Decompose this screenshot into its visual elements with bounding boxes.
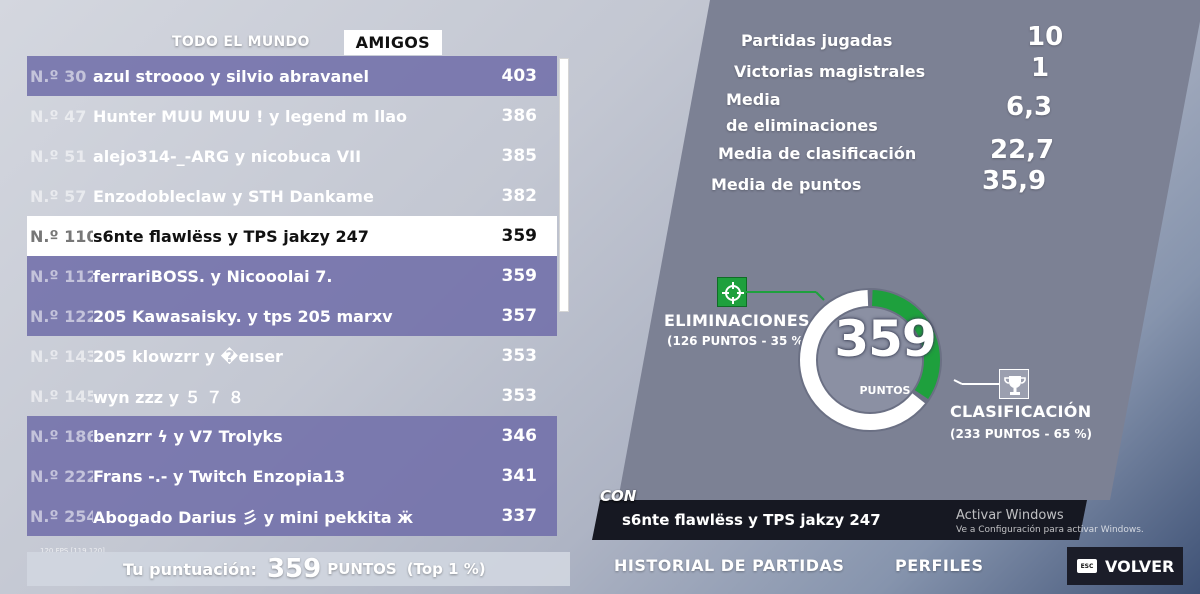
leaderboard-team-name: azul stroooo y silvio abravanel [93,66,370,86]
elims-title: ELIMINACIONES [664,311,810,330]
avg-placement-label: Media de clasificación [718,144,917,163]
leaderboard-team-name: alejo314-_-ARG y nicobuca VII [93,146,362,166]
your-score-unit: PUNTOS [327,560,397,578]
your-score-value: 359 [266,554,322,584]
leaderboard-list: N.º 30 azul stroooo y silvio abravanel 403… [27,56,557,552]
avg-elims-label-line2: de eliminaciones [726,116,878,135]
leaderboard-points: 403 [501,66,538,86]
leaderboard-points: 341 [501,466,538,486]
leaderboard-team-name: 205 klowzrr y �eıser [93,346,283,366]
leaderboard-rank: N.º 186 [30,426,93,446]
leaderboard-rank: N.º 112 [30,266,93,286]
avg-elims-label-line1: Media [726,90,781,109]
avg-placement-value: 22,7 [990,135,1055,165]
leaderboard-row[interactable]: N.º 122 205 Kawasaisky. y tps 205 marxv 35… [27,296,557,336]
your-score-bar: Tu puntuación: 359 PUNTOS (Top 1 %) [27,552,570,586]
leaderboard-team-name: ferrariBOSS. y Nicooolai 7. [93,266,333,286]
leaderboard-row[interactable]: N.º 254 Abogado Darius 彡 y mini pekkita ӝ… [27,496,557,536]
total-points-value: 359 [834,310,936,368]
team-prefix: CON [600,487,637,505]
placement-title: CLASIFICACIÓN [950,402,1092,421]
leaderboard-row[interactable]: N.º 145 wyn zzz y ５ ７ ８ 353 [27,376,557,416]
leaderboard-tabs: TODO EL MUNDO AMIGOS [160,28,442,56]
leaderboard-points: 382 [501,186,538,206]
placement-connector-line [953,379,1000,385]
leaderboard-points: 353 [501,386,538,406]
avg-points-value: 35,9 [982,166,1047,196]
leaderboard-rank: N.º 57 [30,186,87,206]
profiles-button[interactable]: PERFILES [895,556,984,575]
leaderboard-points: 385 [501,146,538,166]
leaderboard-rank: N.º 145 [30,386,93,406]
donut-segment-placement [800,290,940,430]
leaderboard-rank: N.º 254 [30,506,93,526]
your-score-top: (Top 1 %) [406,560,486,578]
leaderboard-points: 359 [501,226,538,246]
leaderboard-rank: N.º 222 [30,466,93,486]
match-history-button[interactable]: HISTORIAL DE PARTIDAS [614,556,845,575]
windows-activation-hint: Ve a Configuración para activar Windows. [956,525,1144,535]
leaderboard-row[interactable]: N.º 57 Enzodobleclaw y STH Dankame 382 [27,176,557,216]
wins-value: 1 [1031,53,1050,83]
leaderboard-rank: N.º 30 [30,66,87,86]
leaderboard-team-name: Enzodobleclaw y STH Dankame [93,186,374,206]
avg-points-label: Media de puntos [711,175,862,194]
fps-overlay: 120 FPS [119 120] [40,547,105,555]
tab-amigos[interactable]: AMIGOS [343,29,442,55]
leaderboard-row[interactable]: N.º 51 alejo314-_-ARG y nicobuca VII 385 [27,136,557,176]
matches-played-label: Partidas jugadas [741,31,893,50]
esc-key-icon: ESC [1077,559,1097,573]
total-points-label: PUNTOS [859,384,911,397]
donut-center [818,308,922,412]
points-donut-chart [798,288,942,432]
back-button[interactable]: ESC VOLVER [1067,547,1183,585]
leaderboard-row[interactable]: N.º 47 Hunter MUU MUU ! y legend m llao 38… [27,96,557,136]
leaderboard-row[interactable]: N.º 110 s6nte flawlëss y TPS jakzy 247 359 [27,216,557,256]
windows-activation-title: Activar Windows [956,508,1064,523]
leaderboard-rank: N.º 110 [30,226,93,246]
windows-activation-notice: Activar Windows Ve a Configuración para … [956,508,1144,535]
leaderboard-scrollbar[interactable] [559,58,569,312]
leaderboard-team-name: wyn zzz y ５ ７ ８ [93,388,244,407]
leaderboard-team-name: Frans -.- y Twitch Enzopia13 [93,466,346,486]
leaderboard-points: 337 [501,506,538,526]
leaderboard-rank: N.º 143 [30,346,93,366]
leaderboard-row[interactable]: N.º 143 205 klowzrr y �eıser 353 [27,336,557,376]
wins-label: Victorias magistrales [734,62,926,81]
leaderboard-team-name: Abogado Darius 彡 y mini pekkita ӝ [93,508,414,527]
leaderboard-points: 357 [501,306,538,326]
tab-todo-el-mundo[interactable]: TODO EL MUNDO [172,34,310,50]
elims-detail: (126 PUNTOS - 35 %) [667,334,810,348]
matches-played-value: 10 [1027,22,1064,52]
trophy-icon [999,369,1029,399]
elims-connector-line [746,291,825,301]
leaderboard-rank: N.º 122 [30,306,93,326]
leaderboard-row[interactable]: N.º 30 azul stroooo y silvio abravanel 403 [27,56,557,96]
leaderboard-row[interactable]: N.º 186 benzrr ϟ y V7 Trolyks 346 [27,416,557,456]
leaderboard-row[interactable]: N.º 112 ferrariBOSS. y Nicooolai 7. 359 [27,256,557,296]
leaderboard-rank: N.º 47 [30,106,87,126]
team-names: s6nte flawlëss y TPS jakzy 247 [622,511,881,529]
leaderboard-team-name: s6nte flawlëss y TPS jakzy 247 [93,226,369,246]
back-button-label: VOLVER [1105,556,1175,576]
your-score-label: Tu puntuación: [123,559,257,579]
leaderboard-points: 346 [501,426,538,446]
leaderboard-team-name: 205 Kawasaisky. y tps 205 marxv [93,306,393,326]
leaderboard-points: 359 [501,266,538,286]
avg-elims-value: 6,3 [1006,92,1053,122]
leaderboard-rank: N.º 51 [30,146,87,166]
placement-detail: (233 PUNTOS - 65 %) [950,427,1093,441]
donut-segment-elims [800,290,940,430]
team-bar: s6nte flawlëss y TPS jakzy 247 [592,500,1087,540]
leaderboard-points: 386 [501,106,538,126]
leaderboard-team-name: Hunter MUU MUU ! y legend m llao [93,106,408,126]
leaderboard-points: 353 [501,346,538,366]
leaderboard-team-name: benzrr ϟ y V7 Trolyks [93,426,283,446]
leaderboard-row[interactable]: N.º 222 Frans -.- y Twitch Enzopia13 341 [27,456,557,496]
crosshair-icon [717,277,747,307]
